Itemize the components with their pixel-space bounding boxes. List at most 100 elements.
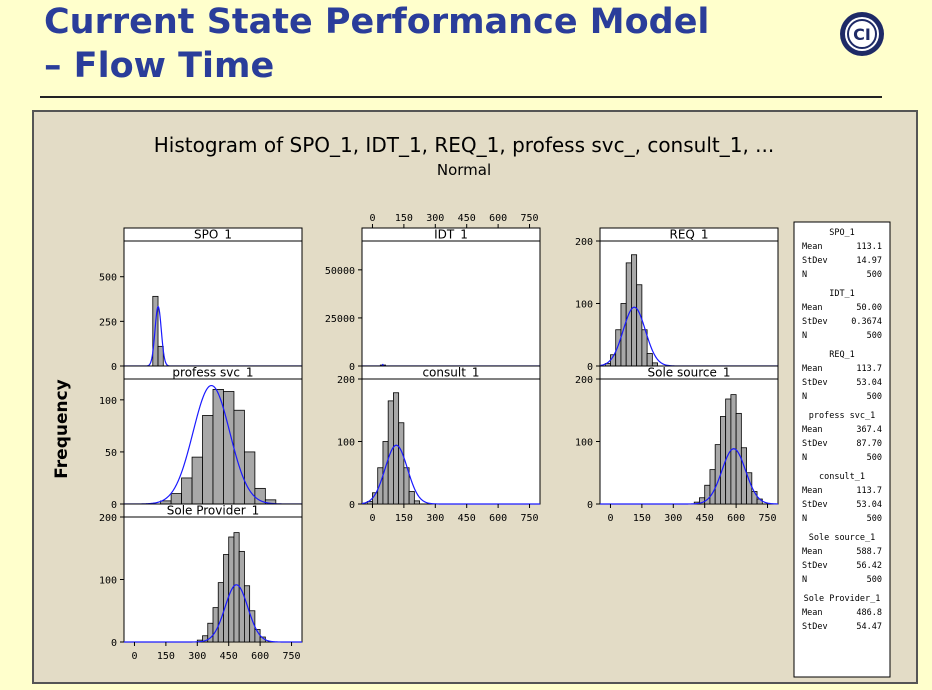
plot-area (361, 240, 541, 367)
legend-stat-value: 367.4 (856, 425, 882, 435)
minitab-graph-panel: Histogram of SPO_1, IDT_1, REQ_1, profes… (32, 110, 918, 684)
y-tick-label: 200 (575, 237, 593, 248)
x-tick-label: 450 (696, 513, 714, 524)
panel-title: profess svc_1 (172, 366, 253, 380)
histogram-bar (202, 415, 214, 505)
normal-fit-curve (124, 584, 302, 643)
legend-stat-label: Mean (802, 364, 822, 374)
x-axis-col-1: 0 150 300 450 600 750 (131, 642, 301, 662)
logo-text: CI (853, 25, 871, 44)
x-tick-label: 600 (489, 213, 507, 224)
y-axis-label: Frequency (52, 379, 72, 479)
histogram-bar (393, 392, 400, 505)
histogram-bar (181, 477, 193, 505)
legend-box (793, 221, 891, 678)
legend-stat-label: StDev (802, 500, 828, 510)
histogram-panel-4: consult_1 0 100 200 (337, 365, 541, 511)
legend-series-name: REQ_1 (829, 350, 855, 360)
y-tick-label: 100 (99, 396, 117, 407)
histogram-panel-0: SPO_1 0 250 500 (99, 227, 303, 373)
legend-stat-value: 500 (867, 514, 882, 524)
legend-stat-label: StDev (802, 317, 828, 327)
legend-stat-label: Mean (802, 486, 822, 496)
y-tick-label: 100 (575, 300, 593, 311)
legend-stat-value: 500 (867, 270, 882, 280)
panel-title-strip (361, 227, 541, 242)
ci-logo-icon: CI (840, 12, 884, 56)
x-tick-label: 150 (633, 513, 651, 524)
histogram-panel-2: REQ_1 0 100 200 (575, 227, 779, 373)
x-tick-label: 0 (369, 513, 375, 524)
histogram-chart: Histogram of SPO_1, IDT_1, REQ_1, profes… (52, 133, 891, 678)
legend-stat-label: N (802, 575, 807, 585)
y-tick-label: 50 (105, 448, 117, 459)
histogram-bar (157, 345, 164, 367)
legend-stat-label: N (802, 392, 807, 402)
legend-stat-value: 500 (867, 575, 882, 585)
x-tick-label: 0 (131, 651, 137, 662)
legend-series-name: SPO_1 (829, 228, 855, 238)
y-tick-label: 200 (337, 375, 355, 386)
histogram-bar (170, 493, 182, 505)
histogram-panels: SPO_10250500IDT_102500050000REQ_10100200… (99, 213, 779, 662)
y-tick-label: 100 (99, 576, 117, 587)
legend-stat-label: Mean (802, 242, 822, 252)
histogram-bar (636, 284, 643, 367)
y-tick-label: 0 (111, 362, 117, 373)
legend-stat-label: Mean (802, 303, 822, 313)
histogram-bar (615, 329, 622, 367)
x-tick-label: 750 (520, 513, 538, 524)
y-tick-label: 25000 (325, 314, 355, 325)
y-tick-label: 500 (99, 273, 117, 284)
histogram-bar (746, 472, 753, 505)
histogram-bar (244, 585, 251, 643)
histogram-bar (217, 582, 224, 643)
x-tick-label: 750 (758, 513, 776, 524)
x-tick-label: 150 (395, 513, 413, 524)
y-tick-label: 100 (337, 438, 355, 449)
x-tick-label: 300 (188, 651, 206, 662)
panel-title-strip (599, 365, 779, 380)
legend-series-name: IDT_1 (829, 289, 855, 299)
histogram-bar (408, 491, 415, 505)
legend-stat-label: N (802, 514, 807, 524)
panel-title-strip (599, 227, 779, 242)
histogram-bar (244, 451, 256, 505)
plot-area (123, 240, 303, 367)
histogram-bar (709, 469, 716, 505)
panel-title-strip (361, 365, 541, 380)
x-tick-label: 450 (458, 213, 476, 224)
title-underline (40, 96, 882, 98)
legend-stat-value: 113.1 (856, 242, 882, 252)
histogram-bar (377, 467, 384, 505)
histogram-bar (740, 447, 747, 505)
legend-stat-value: 14.97 (856, 256, 882, 266)
y-tick-label: 0 (111, 638, 117, 649)
y-tick-label: 0 (349, 362, 355, 373)
histogram-bar (233, 532, 240, 643)
legend-series-name: Sole Provider_1 (804, 594, 881, 604)
histogram-panel-5: Sole source_1 0 100 200 (575, 365, 779, 511)
histogram-bar (223, 391, 235, 505)
x-axis-col-2: 0 150 300 450 600 750 (369, 504, 539, 524)
legend-stat-value: 56.42 (856, 561, 882, 571)
x-axis-col-3: 0 150 300 450 600 750 (607, 504, 777, 524)
x-tick-label: 750 (520, 213, 538, 224)
histogram-bar (403, 467, 410, 505)
legend-stat-value: 588.7 (856, 547, 882, 557)
statistics-legend: SPO_1 Mean 113.1 StDev 14.97 N 500 IDT_1 Mean 50.… (793, 221, 891, 678)
panel-title: Sole source_1 (648, 366, 731, 380)
histogram-bar (631, 254, 638, 367)
legend-stat-label: N (802, 270, 807, 280)
histogram-bar (398, 422, 405, 505)
legend-stat-value: 50.00 (856, 303, 882, 313)
panel-title: REQ_1 (670, 228, 709, 242)
legend-stat-label: N (802, 331, 807, 341)
legend-stat-label: StDev (802, 561, 828, 571)
histogram-bar (233, 409, 245, 505)
legend-stat-label: StDev (802, 622, 828, 632)
x-tick-label: 300 (664, 513, 682, 524)
x-tick-label: 300 (426, 513, 444, 524)
x-tick-label: 150 (395, 213, 413, 224)
y-tick-label: 200 (99, 513, 117, 524)
